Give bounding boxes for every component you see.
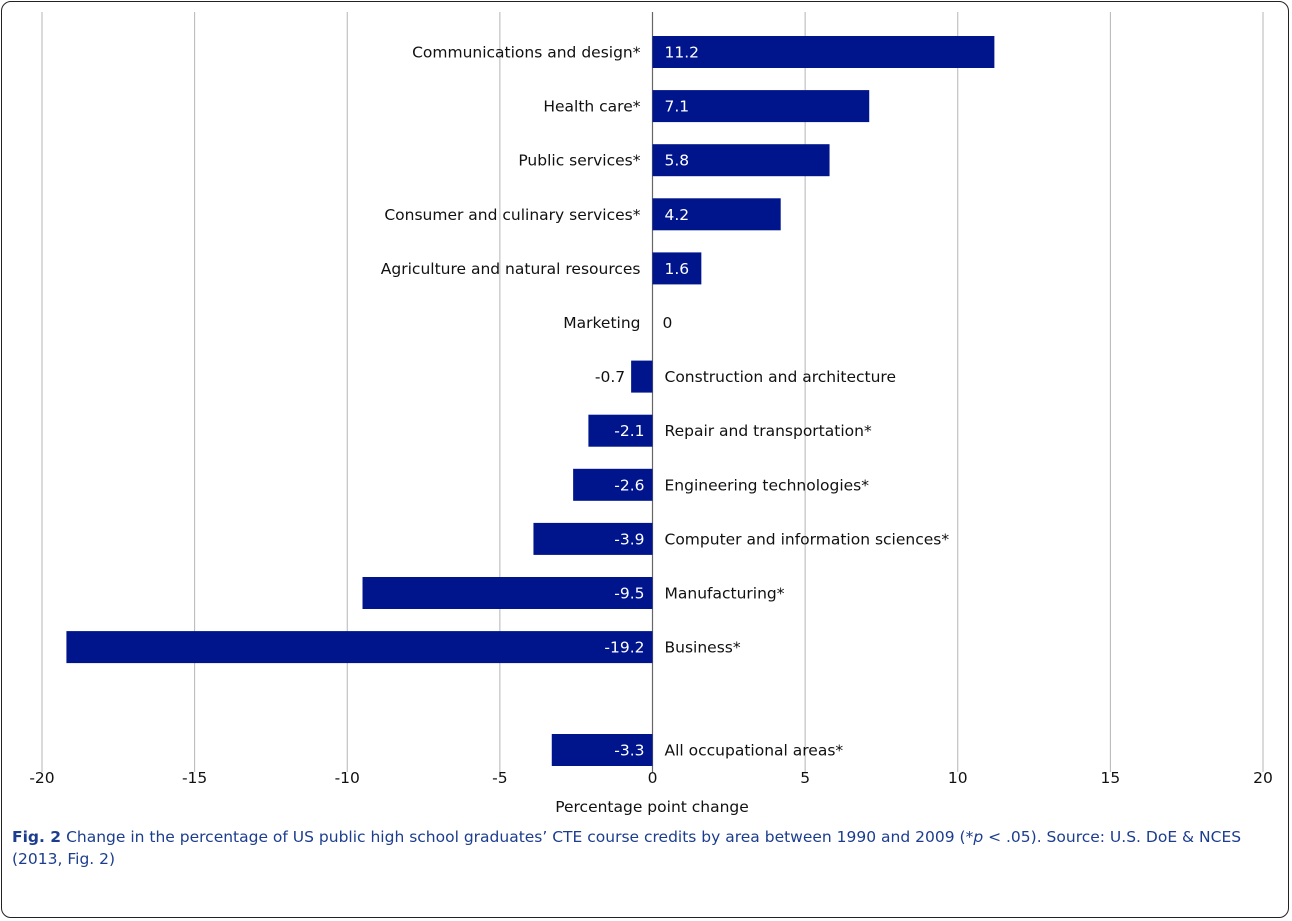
bar	[652, 144, 830, 177]
x-tick-label: 15	[1101, 769, 1121, 787]
value-label: 1.6	[665, 260, 690, 278]
bar	[66, 631, 653, 664]
value-labels: 11.2 7.1 5.8 4.2 1.6 0 -0.7 -2.1 -2.6 -3.9 -9.5 -19…	[595, 44, 699, 760]
category-label: Public services*	[518, 152, 640, 170]
category-label: Marketing	[563, 314, 640, 332]
bar	[588, 414, 653, 447]
category-label: Construction and architecture	[665, 368, 897, 386]
value-label: 4.2	[665, 206, 690, 224]
category-label: Repair and transportation*	[665, 422, 872, 440]
x-tick-label: -10	[335, 769, 360, 787]
x-tick-label: 5	[800, 769, 810, 787]
value-label: -19.2	[604, 639, 644, 657]
x-tick-label: 20	[1253, 769, 1273, 787]
value-label: 11.2	[665, 44, 700, 62]
bar	[362, 577, 653, 609]
value-label: -2.6	[614, 476, 644, 494]
value-label: -3.9	[614, 530, 644, 548]
bar	[652, 36, 995, 68]
value-label: -3.3	[614, 742, 644, 760]
caption-fig-label: Fig. 2	[12, 828, 62, 846]
x-tick-label: -15	[182, 769, 207, 787]
category-label: Agriculture and natural resources	[381, 260, 641, 278]
caption-text-1: Change in the percentage of US public hi…	[66, 828, 974, 846]
x-tick-label: -20	[29, 769, 54, 787]
value-label: -0.7	[595, 368, 625, 386]
x-axis-label: Percentage point change	[555, 798, 749, 816]
value-label: 0	[663, 314, 673, 332]
category-label: All occupational areas*	[665, 742, 844, 760]
gridlines	[41, 12, 1264, 772]
x-tick-label: -5	[492, 769, 507, 787]
category-label: Consumer and culinary services*	[384, 206, 640, 224]
bar	[631, 360, 653, 393]
x-tick-label: 10	[948, 769, 968, 787]
bar	[551, 734, 653, 766]
bar	[652, 90, 870, 123]
caption-p-symbol: p	[973, 828, 984, 846]
bars	[66, 36, 995, 766]
x-axis-ticks: -20 -15 -10 -5 0 5 10 15 20	[29, 769, 1273, 787]
bar	[652, 252, 702, 285]
bar	[533, 522, 653, 555]
x-tick-label: 0	[648, 769, 658, 787]
category-label: Manufacturing*	[665, 585, 785, 603]
bar	[573, 468, 653, 501]
category-label: Business*	[665, 639, 741, 657]
category-labels: Communications and design* Health care* Pu…	[381, 44, 950, 760]
caption-text-2: < .05). Source: U.S. DoE & NCES (2013, F…	[12, 828, 1242, 868]
category-label: Communications and design*	[412, 44, 641, 62]
category-label: Health care*	[543, 98, 640, 116]
bar	[652, 198, 781, 231]
category-label: Computer and information sciences*	[665, 530, 950, 548]
value-label: 7.1	[665, 98, 690, 116]
value-label: 5.8	[665, 152, 690, 170]
category-label: Engineering technologies*	[665, 476, 870, 494]
value-label: -2.1	[614, 422, 644, 440]
value-label: -9.5	[614, 585, 644, 603]
figure-caption: Fig. 2 Change in the percentage of US pub…	[12, 826, 1280, 870]
